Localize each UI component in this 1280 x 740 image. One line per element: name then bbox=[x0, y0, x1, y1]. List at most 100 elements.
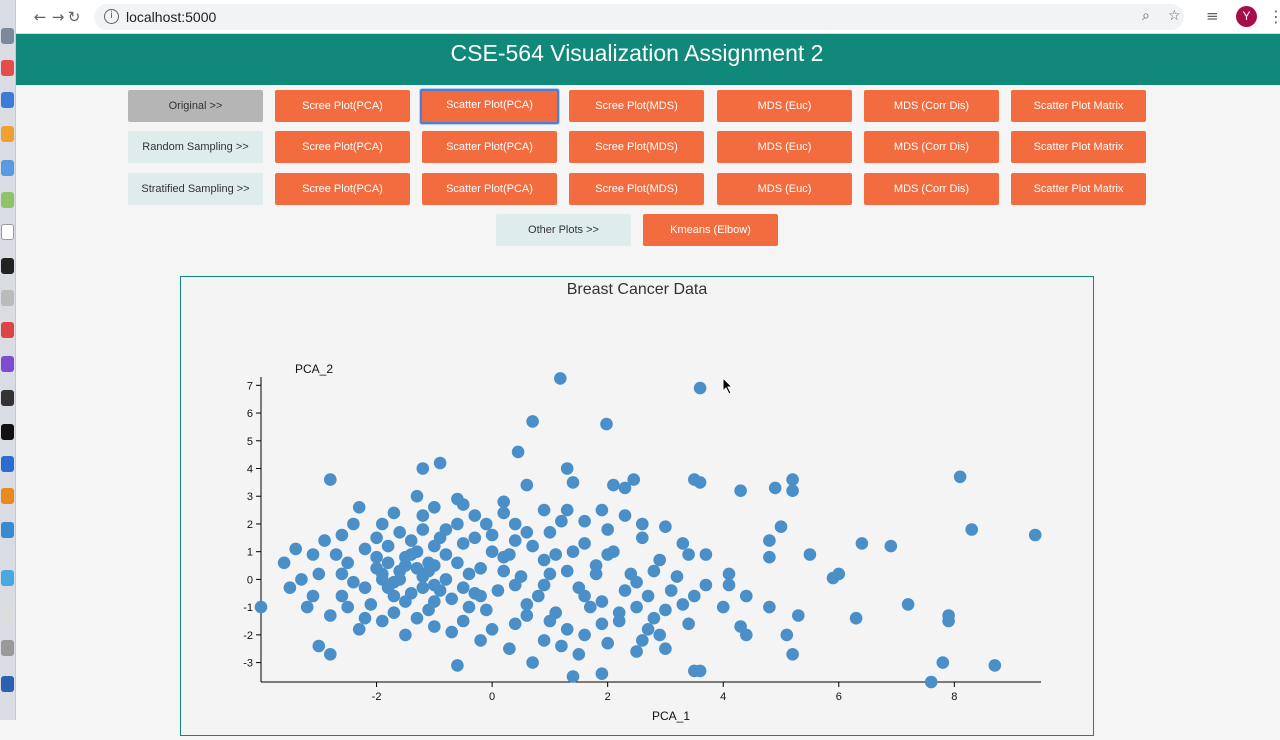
data-point bbox=[965, 523, 978, 536]
browser-menu-icon[interactable]: ⋮ bbox=[1268, 7, 1280, 26]
dock-app-icon[interactable] bbox=[1, 606, 14, 622]
data-point bbox=[451, 556, 464, 570]
original-scatter-pca-button[interactable]: Scatter Plot(PCA) bbox=[420, 89, 559, 124]
dock-app-icon[interactable] bbox=[1, 290, 14, 306]
site-info-icon[interactable]: i bbox=[104, 9, 119, 24]
data-point bbox=[393, 526, 406, 539]
data-point bbox=[503, 642, 516, 655]
dock-app-icon[interactable] bbox=[1, 60, 14, 76]
dock-app-icon[interactable] bbox=[1, 224, 14, 240]
stratified-scatter-matrix-button[interactable]: Scatter Plot Matrix bbox=[1011, 173, 1146, 205]
dock-app-icon[interactable] bbox=[1, 522, 14, 538]
reload-icon[interactable]: ↻ bbox=[67, 8, 81, 26]
data-point bbox=[324, 609, 337, 622]
data-point bbox=[497, 506, 511, 520]
profile-avatar[interactable]: Y bbox=[1236, 6, 1257, 27]
data-point bbox=[416, 509, 430, 522]
bookmark-star-icon[interactable]: ☆ bbox=[1168, 8, 1181, 24]
data-point bbox=[942, 614, 955, 628]
data-point bbox=[572, 648, 586, 661]
random-scatter-matrix-button[interactable]: Scatter Plot Matrix bbox=[1011, 131, 1146, 163]
data-point bbox=[774, 520, 788, 533]
dock-app-icon[interactable] bbox=[1, 456, 14, 472]
url-text[interactable]: localhost:5000 bbox=[126, 9, 217, 25]
y-tick-label: 7 bbox=[247, 380, 253, 392]
dock-app-icon[interactable] bbox=[1, 640, 14, 656]
dock-app-icon[interactable] bbox=[1, 126, 14, 142]
data-point bbox=[520, 526, 534, 539]
y-tick-label: 1 bbox=[247, 547, 253, 559]
chart-title: Breast Cancer Data bbox=[566, 281, 708, 298]
data-point bbox=[734, 484, 747, 497]
random-scatter-pca-button[interactable]: Scatter Plot(PCA) bbox=[422, 131, 557, 163]
row-label-stratified[interactable]: Stratified Sampling >> bbox=[128, 173, 263, 205]
dock-app-icon[interactable] bbox=[1, 356, 14, 372]
forward-arrow-icon[interactable]: → bbox=[51, 8, 65, 26]
data-point bbox=[289, 542, 302, 556]
data-point bbox=[688, 664, 701, 678]
random-mds-corr-button[interactable]: MDS (Corr Dis) bbox=[864, 131, 999, 163]
back-arrow-icon[interactable]: ← bbox=[33, 8, 47, 26]
y-axis: -3 -2 -1 0 1 2 3 4 5 6 7 bbox=[243, 377, 262, 682]
dock-app-icon[interactable] bbox=[1, 322, 14, 338]
original-scatter-matrix-button[interactable]: Scatter Plot Matrix bbox=[1011, 90, 1146, 122]
dock-app-icon[interactable] bbox=[1, 160, 14, 176]
data-point bbox=[399, 559, 412, 572]
row-label-original[interactable]: Original >> bbox=[128, 90, 263, 122]
data-point bbox=[387, 606, 401, 619]
dock-app-icon[interactable] bbox=[1, 92, 14, 108]
data-point bbox=[428, 559, 441, 572]
stratified-mds-euc-button[interactable]: MDS (Euc) bbox=[717, 173, 852, 205]
address-bar[interactable]: i localhost:5000 ⌕ ☆ bbox=[94, 4, 1184, 30]
data-point bbox=[381, 556, 395, 570]
original-mds-euc-button[interactable]: MDS (Euc) bbox=[717, 90, 852, 122]
row-label-other[interactable]: Other Plots >> bbox=[496, 214, 631, 246]
data-point bbox=[358, 611, 372, 625]
data-point bbox=[630, 600, 643, 614]
dock-app-icon[interactable] bbox=[1, 192, 14, 208]
data-point bbox=[341, 600, 354, 614]
data-point bbox=[653, 553, 666, 567]
original-scree-mds-button[interactable]: Scree Plot(MDS) bbox=[569, 90, 704, 122]
dock-app-icon[interactable] bbox=[1, 424, 14, 440]
x-tick-label: -2 bbox=[372, 691, 382, 703]
original-scree-pca-button[interactable]: Scree Plot(PCA) bbox=[275, 90, 410, 122]
reading-list-icon[interactable]: ≡ bbox=[1206, 7, 1219, 25]
random-scree-pca-button[interactable]: Scree Plot(PCA) bbox=[275, 131, 410, 163]
data-point bbox=[468, 509, 482, 522]
data-point bbox=[416, 523, 430, 536]
random-mds-euc-button[interactable]: MDS (Euc) bbox=[717, 131, 852, 163]
dock-app-icon[interactable] bbox=[1, 28, 14, 44]
dock-app-icon[interactable] bbox=[1, 676, 14, 692]
kmeans-elbow-button[interactable]: Kmeans (Elbow) bbox=[643, 214, 778, 246]
data-point bbox=[358, 542, 372, 556]
data-point bbox=[543, 526, 557, 539]
stratified-scree-pca-button[interactable]: Scree Plot(PCA) bbox=[275, 173, 410, 205]
data-point bbox=[555, 639, 568, 653]
zoom-icon[interactable]: ⌕ bbox=[1142, 8, 1150, 24]
row-label-random[interactable]: Random Sampling >> bbox=[128, 131, 263, 163]
data-point bbox=[352, 623, 366, 636]
data-point bbox=[595, 503, 609, 517]
dock-app-icon[interactable] bbox=[1, 570, 14, 586]
stratified-scatter-pca-button[interactable]: Scatter Plot(PCA) bbox=[422, 173, 557, 205]
data-point bbox=[600, 417, 613, 431]
random-scree-mds-button[interactable]: Scree Plot(MDS) bbox=[569, 131, 704, 163]
data-point bbox=[254, 600, 268, 614]
dock-app-icon[interactable] bbox=[1, 390, 14, 406]
dock-app-icon[interactable] bbox=[1, 258, 14, 274]
data-point bbox=[688, 589, 701, 603]
data-point bbox=[410, 562, 424, 575]
data-point bbox=[318, 534, 331, 547]
data-point bbox=[445, 592, 459, 606]
dock-app-icon[interactable] bbox=[1, 488, 14, 504]
data-point bbox=[376, 567, 389, 581]
original-mds-corr-button[interactable]: MDS (Corr Dis) bbox=[864, 90, 999, 122]
data-point bbox=[370, 531, 383, 545]
stratified-mds-corr-button[interactable]: MDS (Corr Dis) bbox=[864, 173, 999, 205]
stratified-scree-mds-button[interactable]: Scree Plot(MDS) bbox=[569, 173, 704, 205]
chart-container: Breast Cancer Data -3 -2 -1 0 1 2 3 4 5 6 7 -2 0 2 4 6… bbox=[180, 276, 1094, 736]
data-point bbox=[595, 617, 609, 631]
data-point bbox=[659, 642, 672, 655]
y-tick-label: -1 bbox=[243, 602, 253, 614]
